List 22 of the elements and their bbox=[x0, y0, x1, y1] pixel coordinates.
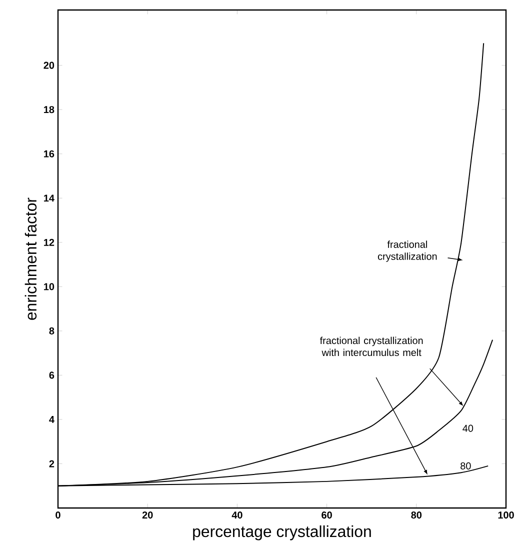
x-axis-title: percentage crystallization bbox=[193, 525, 372, 540]
y-tick-label: 12 bbox=[44, 238, 54, 246]
x-tick-label: 40 bbox=[232, 512, 243, 519]
y-tick-label: 18 bbox=[44, 106, 54, 114]
y-tick-label: 8 bbox=[49, 327, 54, 334]
y-tick-label: 16 bbox=[44, 150, 54, 158]
text: fractional crystallization bbox=[378, 240, 437, 262]
x-tick-label: 0 bbox=[56, 512, 61, 519]
y-tick-label: 4 bbox=[49, 416, 55, 423]
x-tick-label: 80 bbox=[411, 512, 422, 519]
annotation: fractional crystallization with intercumulus melt bbox=[320, 336, 423, 356]
y-tick-label: 20 bbox=[44, 62, 54, 69]
y-tick-label: 14 bbox=[44, 194, 55, 202]
x-tick-label: 60 bbox=[322, 512, 332, 519]
series-label: 40 bbox=[462, 424, 474, 432]
y-tick-label: 2 bbox=[49, 460, 54, 468]
x-tick-label: 20 bbox=[142, 512, 153, 519]
y-axis-title: enrichment factor bbox=[25, 198, 37, 320]
y-tick-label: 6 bbox=[49, 372, 54, 379]
x-tick-label: 100 bbox=[498, 512, 514, 519]
series-label: 80 bbox=[460, 462, 472, 470]
y-tick-label: 10 bbox=[44, 283, 54, 290]
